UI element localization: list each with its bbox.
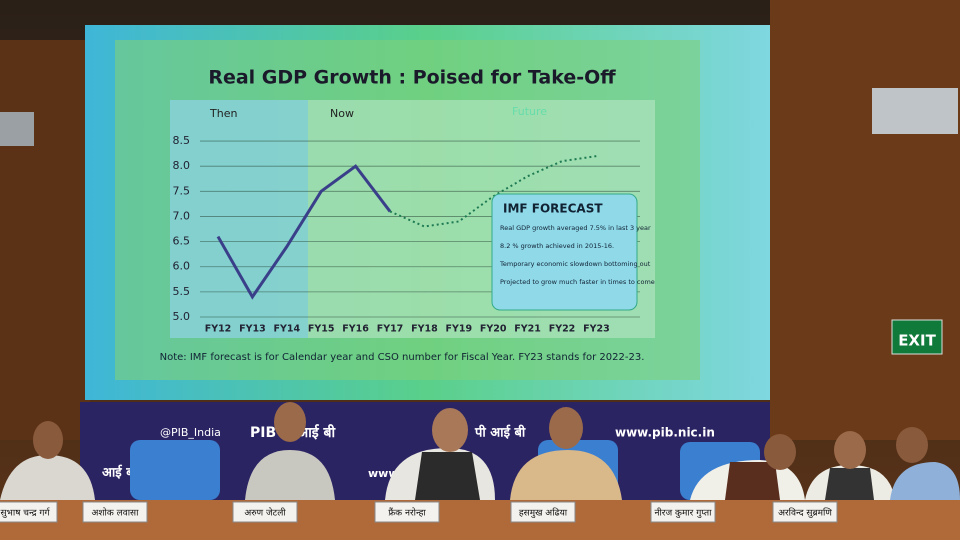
annotation-bullet: Projected to grow much faster in times t… xyxy=(500,278,655,286)
nameplates: सुभाष चन्द्र गर्ग अशोक लवासा अरुण जेटली फ्र… xyxy=(0,501,838,523)
nameplate-text: हसमुख अढिया xyxy=(519,507,568,519)
nameplate xyxy=(0,501,58,523)
exit-text: EXIT xyxy=(898,332,936,350)
nameplate xyxy=(510,501,576,523)
nameplate-text: अरुण जेटली xyxy=(244,507,286,519)
chart-title: Real GDP Growth : Poised for Take-Off xyxy=(208,67,616,89)
banner-logo: पी आई बी xyxy=(474,425,526,441)
exit-sign xyxy=(891,319,943,355)
annotation-box xyxy=(491,193,638,311)
y-tick-label: 6.5 xyxy=(173,235,191,248)
y-tick-label: 5.0 xyxy=(173,310,191,323)
y-tick-label: 5.5 xyxy=(173,285,191,298)
x-tick-label: FY15 xyxy=(308,324,335,335)
nameplate-text: अशोक लवासा xyxy=(92,507,140,519)
vent xyxy=(0,112,34,146)
x-tick-label: FY17 xyxy=(377,324,404,335)
nameplate-text: अरविन्द सुब्रमणि xyxy=(778,507,832,519)
nameplate xyxy=(772,501,838,523)
wood-panel xyxy=(770,0,960,440)
x-tick-label: FY12 xyxy=(205,324,232,335)
period-label: Future xyxy=(512,105,547,118)
vent xyxy=(872,88,958,134)
x-tick-label: FY14 xyxy=(274,324,301,335)
banner-handle: @PIB_India xyxy=(160,426,221,439)
nameplate xyxy=(650,501,716,523)
y-tick-label: 7.5 xyxy=(173,184,191,197)
y-tick-label: 6.0 xyxy=(173,260,191,273)
banner-fragment: www xyxy=(368,467,399,480)
nameplate-text: सुभाष चन्द्र गर्ग xyxy=(0,507,50,519)
y-tick-label: 8.5 xyxy=(173,134,191,147)
x-tick-label: FY16 xyxy=(342,324,369,335)
annotation-title: IMF FORECAST xyxy=(503,202,603,216)
nameplate xyxy=(82,501,148,523)
x-tick-label: FY19 xyxy=(446,324,473,335)
wood-panel xyxy=(0,40,90,440)
annotation-list: Real GDP growth averaged 7.5% in last 3 … xyxy=(499,224,655,286)
annotation-bullet: Temporary economic slowdown bottoming ou… xyxy=(499,260,651,268)
chart-note: Note: IMF forecast is for Calendar year … xyxy=(160,352,645,363)
y-tick-label: 7.0 xyxy=(173,209,191,222)
banner-fragment: आई ब xyxy=(102,465,134,481)
chart: 5.0 5.5 6.0 6.5 7.0 7.5 8.0 8.5 FY12 FY13 FY14 FY15… xyxy=(173,134,640,335)
x-tick-label: FY22 xyxy=(549,324,576,335)
nameplate xyxy=(232,501,298,523)
series-line xyxy=(216,164,392,300)
x-tick-label: FY20 xyxy=(480,324,507,335)
x-tick-label: FY18 xyxy=(411,324,438,335)
then-zone xyxy=(170,100,308,338)
x-tick-label: FY13 xyxy=(239,324,266,335)
x-tick-label: FY23 xyxy=(583,324,610,335)
banner-url: www.pib.nic.in xyxy=(615,426,715,440)
y-tick-label: 8.0 xyxy=(173,159,191,172)
annotation-bullet: 8.2 % growth achieved in 2015-16. xyxy=(500,242,614,250)
annotation-bullet: Real GDP growth averaged 7.5% in last 3 … xyxy=(500,224,651,232)
nameplate-text: नीरज कुमार गुप्ता xyxy=(654,507,712,519)
nameplate-text: फ्रैंक नरोन्हा xyxy=(388,507,426,519)
nameplate xyxy=(374,501,440,523)
period-label: Then xyxy=(209,107,237,120)
period-label: Now xyxy=(330,107,354,120)
people xyxy=(0,402,960,500)
x-tick-label: FY21 xyxy=(514,324,541,335)
